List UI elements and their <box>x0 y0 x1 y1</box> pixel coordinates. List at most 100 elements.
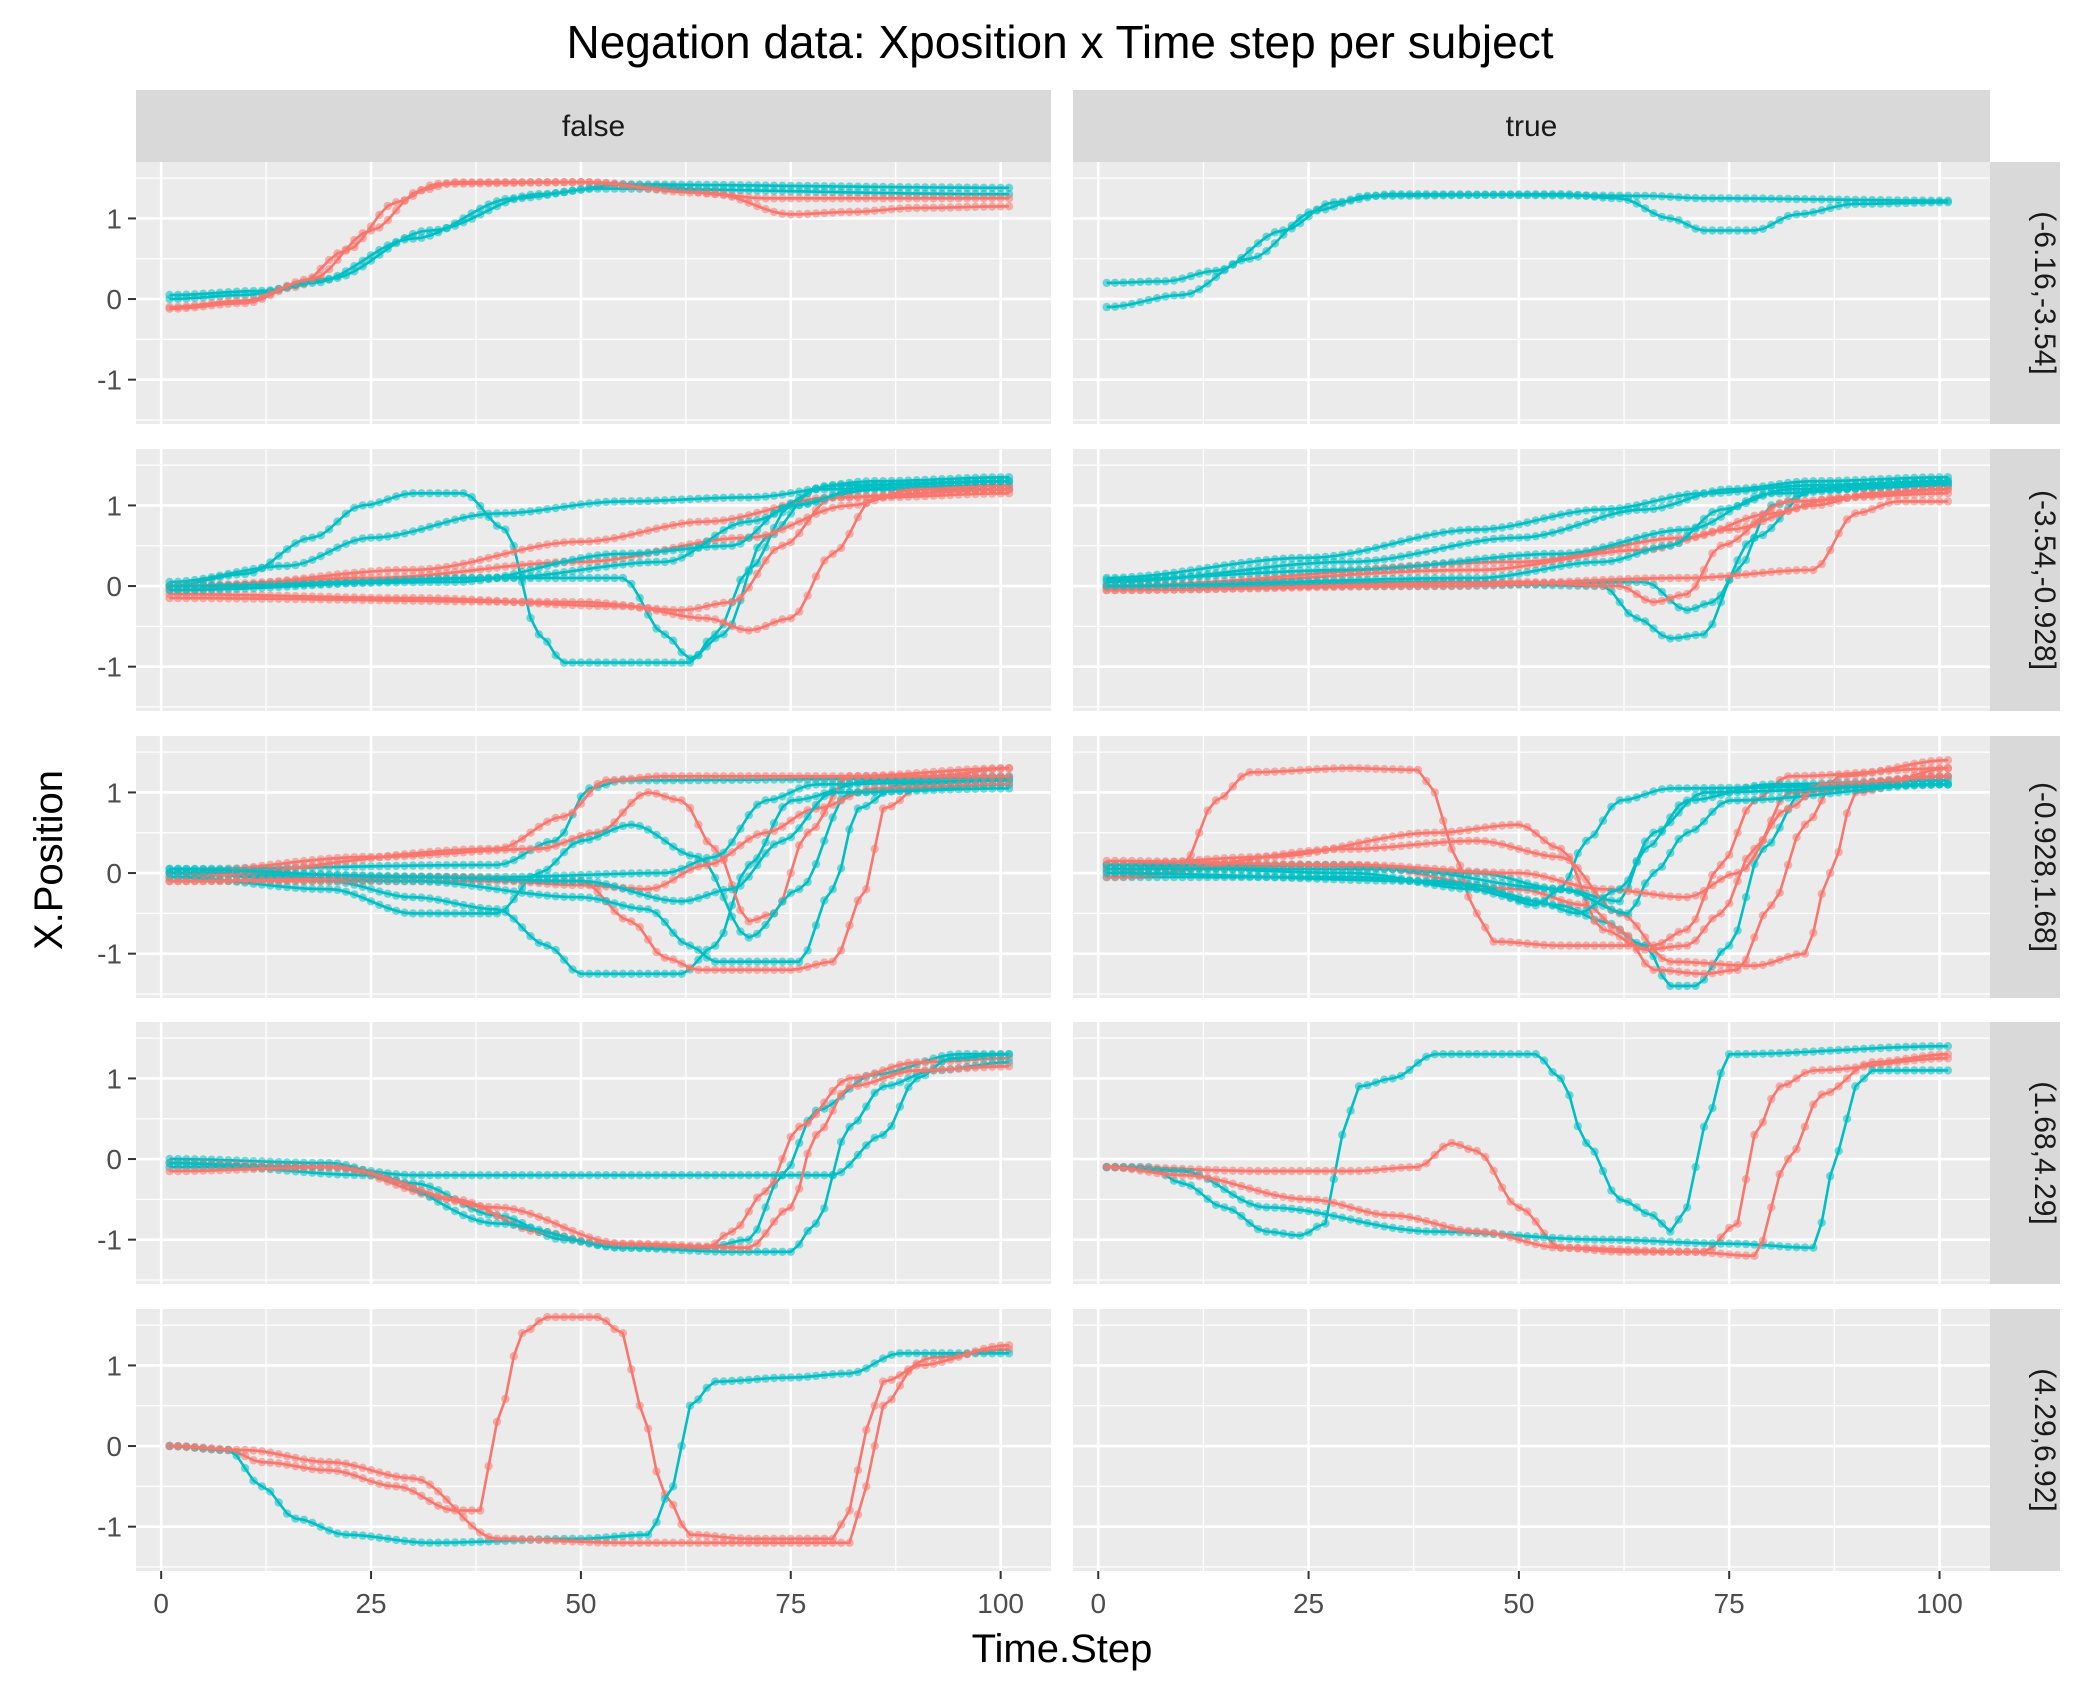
data-point <box>820 556 829 565</box>
data-point <box>786 868 795 878</box>
data-point <box>358 534 367 543</box>
data-point <box>1279 230 1288 239</box>
data-point <box>652 624 661 633</box>
data-point <box>618 914 628 923</box>
data-point <box>979 764 988 773</box>
data-point <box>1708 572 1717 582</box>
data-point <box>1615 504 1625 513</box>
data-point <box>853 500 863 509</box>
data-point <box>954 785 963 794</box>
data-point <box>811 496 821 506</box>
data-point <box>375 578 384 587</box>
data-point <box>820 958 829 967</box>
data-point <box>1767 523 1776 533</box>
data-point <box>182 302 191 311</box>
data-point <box>1682 828 1692 837</box>
data-point <box>1371 876 1381 885</box>
data-point <box>677 796 686 805</box>
data-point <box>811 182 821 191</box>
data-point <box>1666 933 1675 942</box>
data-point <box>1439 559 1448 568</box>
data-point <box>1455 880 1465 889</box>
data-point <box>350 242 359 252</box>
data-point <box>1464 836 1473 846</box>
data-point <box>1523 882 1532 892</box>
data-point <box>182 864 191 874</box>
data-point <box>333 579 342 588</box>
data-point <box>1699 600 1709 609</box>
data-point <box>1413 574 1423 583</box>
data-point <box>165 593 174 603</box>
data-point <box>467 566 476 575</box>
data-point <box>1447 542 1456 551</box>
data-point <box>434 520 443 529</box>
data-point <box>1363 844 1372 853</box>
data-point <box>1363 557 1372 566</box>
data-point <box>1935 485 1944 494</box>
data-point <box>1725 504 1734 513</box>
data-point <box>316 264 325 273</box>
data-point <box>1582 580 1591 590</box>
data-point <box>753 860 762 870</box>
data-point <box>1447 837 1456 846</box>
data-point <box>501 178 510 187</box>
data-point <box>1691 958 1700 967</box>
data-point <box>383 495 392 504</box>
data-point <box>862 787 871 797</box>
data-point <box>1716 572 1726 581</box>
data-point <box>1144 277 1153 286</box>
data-point <box>711 859 720 868</box>
data-point <box>1893 479 1902 488</box>
data-point <box>1918 758 1927 767</box>
data-point <box>1632 199 1641 208</box>
data-point <box>1245 557 1254 567</box>
data-point <box>1649 209 1658 218</box>
data-point <box>299 594 309 604</box>
data-point <box>1481 536 1490 545</box>
data-point <box>232 866 241 875</box>
data-point <box>610 600 619 609</box>
data-point <box>1649 787 1658 796</box>
data-point <box>1935 756 1944 765</box>
data-point <box>769 545 779 555</box>
data-point <box>551 841 560 850</box>
data-point <box>417 596 426 605</box>
data-point <box>627 579 636 589</box>
data-point <box>1287 560 1296 569</box>
data-point <box>736 575 745 585</box>
data-point <box>1346 875 1355 884</box>
data-point <box>1708 527 1717 536</box>
data-point <box>627 182 636 191</box>
data-point <box>366 897 376 906</box>
data-point <box>593 536 602 545</box>
data-point <box>1472 874 1482 884</box>
data-point <box>1405 863 1414 872</box>
data-point <box>434 847 443 856</box>
data-point <box>1573 863 1583 873</box>
data-point <box>1287 567 1296 576</box>
data-point <box>1489 190 1498 199</box>
data-point <box>1169 857 1179 866</box>
data-point <box>719 618 728 627</box>
data-point <box>1110 302 1120 311</box>
data-point <box>400 892 409 901</box>
data-point <box>702 614 711 623</box>
data-point <box>744 957 753 966</box>
data-point <box>1657 527 1667 537</box>
data-point <box>795 841 804 850</box>
data-point <box>795 529 804 538</box>
data-point <box>719 190 728 199</box>
data-point <box>392 872 401 882</box>
data-point <box>643 825 653 834</box>
data-point <box>1750 226 1759 235</box>
data-point <box>996 772 1005 781</box>
data-point <box>324 579 334 588</box>
data-point <box>1750 533 1759 542</box>
data-point <box>1245 872 1254 881</box>
data-point <box>1868 768 1877 777</box>
data-point <box>1792 833 1801 842</box>
data-point <box>1775 215 1784 225</box>
data-point <box>1565 579 1574 589</box>
data-point <box>1329 860 1339 870</box>
data-point <box>1725 488 1734 497</box>
